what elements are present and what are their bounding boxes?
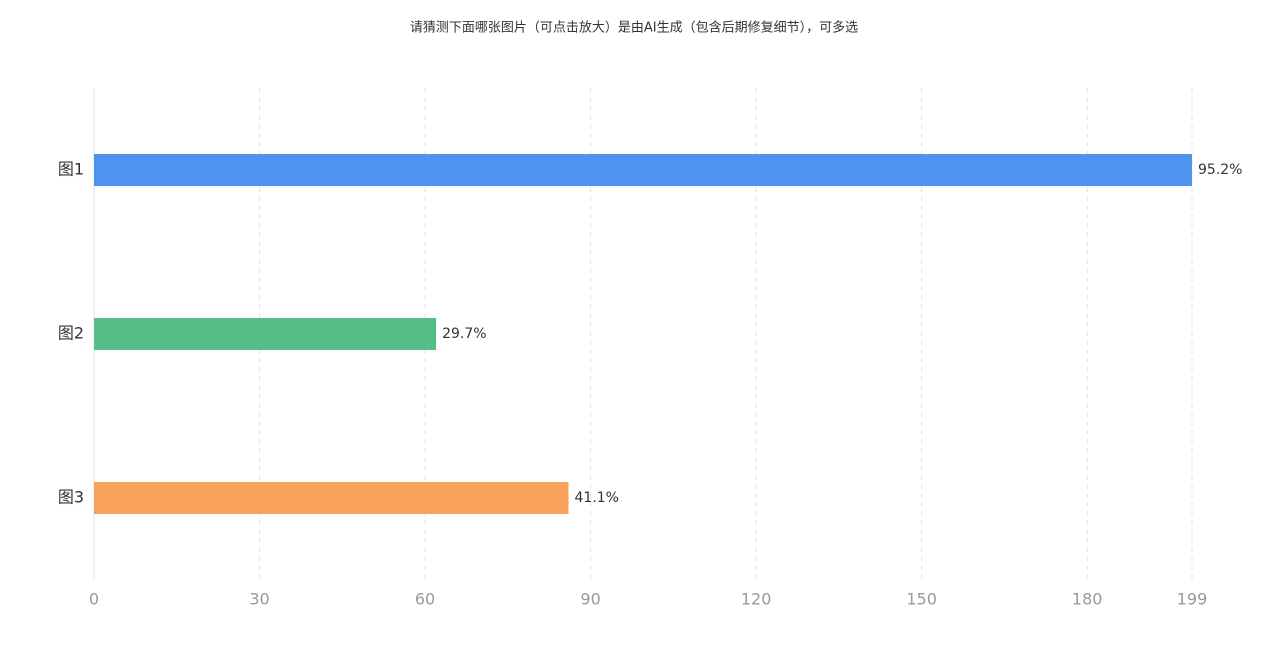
value-label: 29.7% <box>442 326 486 342</box>
x-tick-label: 120 <box>741 590 772 609</box>
x-tick-label: 180 <box>1072 590 1103 609</box>
y-tick-label: 图3 <box>58 488 84 507</box>
value-label: 41.1% <box>575 490 619 506</box>
x-tick-label: 90 <box>580 590 600 609</box>
x-tick-label: 199 <box>1177 590 1208 609</box>
y-tick-label: 图2 <box>58 324 84 343</box>
value-label: 95.2% <box>1198 162 1242 178</box>
bar <box>94 154 1192 186</box>
x-tick-label: 150 <box>906 590 937 609</box>
bar <box>94 318 437 350</box>
y-tick-label: 图1 <box>58 160 84 179</box>
bar <box>94 482 569 514</box>
x-tick-label: 60 <box>415 590 435 609</box>
x-tick-label: 0 <box>89 590 99 609</box>
chart-title: 请猜测下面哪张图片（可点击放大）是由AI生成（包含后期修复细节），可多选 <box>410 20 858 36</box>
x-tick-label: 30 <box>249 590 269 609</box>
